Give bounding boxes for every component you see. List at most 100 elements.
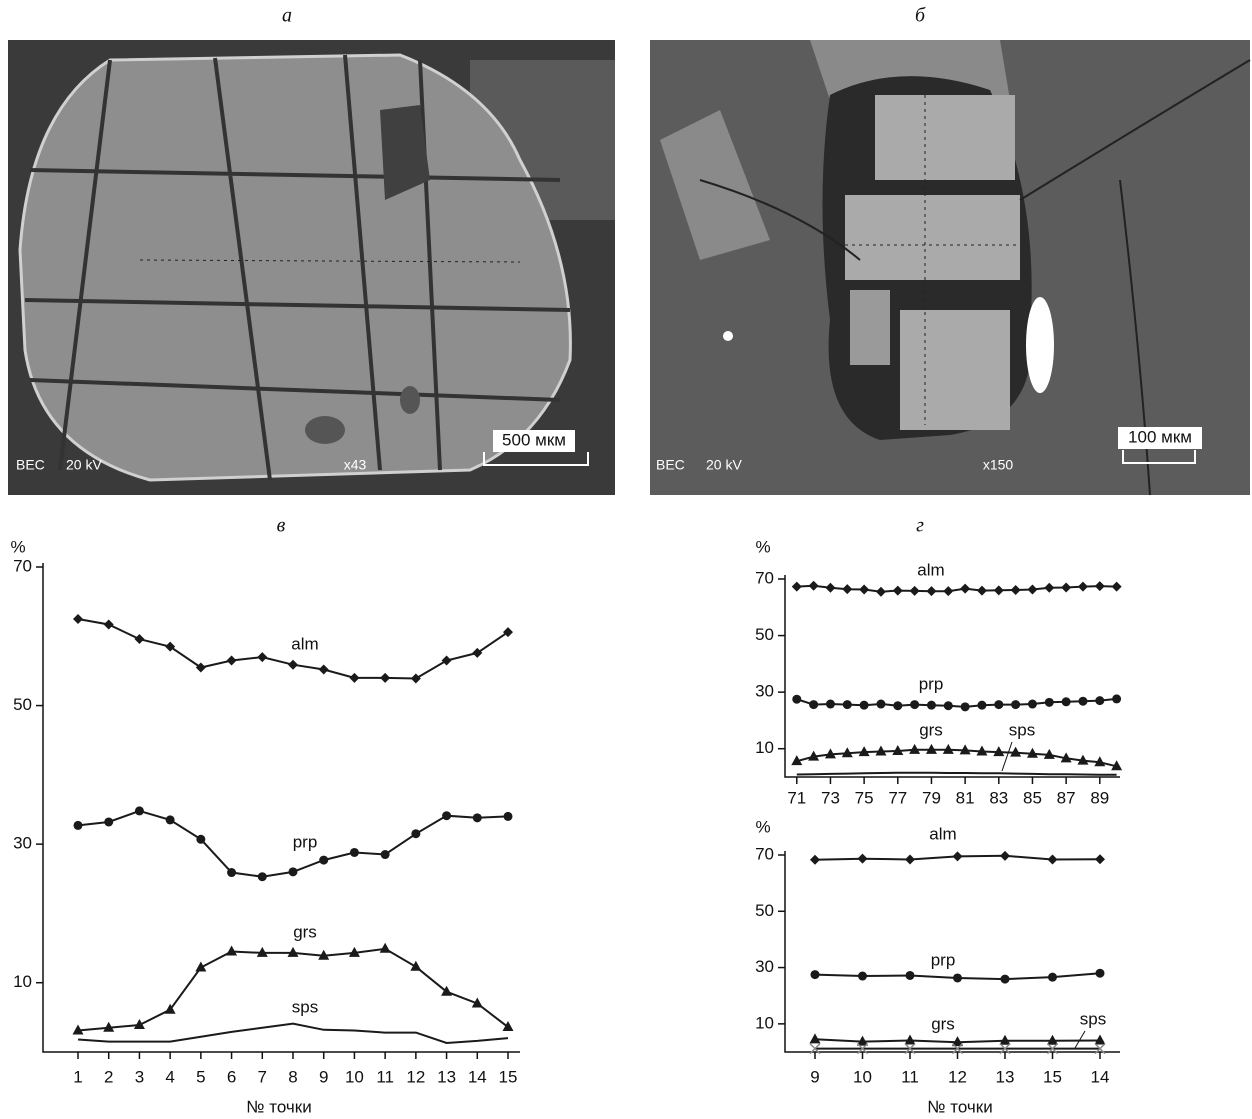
marker <box>1062 697 1071 706</box>
series-label: alm <box>291 634 318 653</box>
y-tick-label: 70 <box>755 568 774 587</box>
marker <box>134 634 144 644</box>
marker <box>381 850 390 859</box>
y-tick-label: 50 <box>755 901 774 920</box>
x-tick-label: 77 <box>888 788 907 807</box>
marker <box>944 701 953 710</box>
x-tick-label: 9 <box>810 1067 819 1086</box>
scale-label: 500 мкм <box>502 430 566 449</box>
x-tick-label: 2 <box>104 1067 113 1086</box>
x-axis-label: № точки <box>246 1097 311 1116</box>
x-tick-label: 81 <box>956 788 975 807</box>
axis-line <box>43 563 520 1052</box>
x-tick-label: 87 <box>1057 788 1076 807</box>
marker <box>258 872 267 881</box>
marker <box>1011 585 1021 595</box>
x-tick-label: 11 <box>901 1067 919 1086</box>
marker <box>906 971 915 980</box>
marker <box>74 821 83 830</box>
marker <box>226 946 237 956</box>
scale-label: 100 мкм <box>1128 427 1192 446</box>
marker <box>1044 583 1054 593</box>
marker <box>961 702 970 711</box>
marker <box>289 867 298 876</box>
y-tick-label: 70 <box>13 556 32 575</box>
x-tick-label: 10 <box>853 1067 872 1086</box>
x-tick-label: 13 <box>996 1067 1015 1086</box>
y-tick-label: 10 <box>755 1013 774 1032</box>
marker <box>411 829 420 838</box>
x-axis-label: № точки <box>927 1097 992 1116</box>
marker <box>166 815 175 824</box>
detector: BEC <box>16 457 45 473</box>
marker <box>504 812 513 821</box>
marker <box>1095 1034 1106 1044</box>
marker <box>380 943 391 953</box>
marker <box>1001 975 1010 984</box>
sem-image: BEC 20 kV x150 100 мкм <box>650 40 1250 495</box>
series-label: sps <box>1009 720 1035 739</box>
marker <box>1096 969 1105 978</box>
marker <box>910 700 919 709</box>
marker <box>1000 851 1010 861</box>
marker <box>442 656 452 666</box>
marker <box>905 855 915 865</box>
x-tick-label: 13 <box>437 1067 456 1086</box>
series-label: alm <box>929 824 956 843</box>
marker <box>792 695 801 704</box>
series-label: grs <box>919 720 943 739</box>
x-tick-label: 73 <box>821 788 840 807</box>
x-tick-label: 12 <box>948 1067 967 1086</box>
marker <box>953 851 963 861</box>
x-tick-label: 15 <box>499 1067 518 1086</box>
marker <box>257 652 267 662</box>
y-tick-label: 70 <box>755 844 774 863</box>
marker <box>411 674 421 684</box>
y-tick-label: 50 <box>755 625 774 644</box>
marker <box>1061 582 1071 592</box>
detector: BEC <box>656 457 685 473</box>
y-tick-label: 30 <box>13 834 32 853</box>
marker <box>826 700 835 709</box>
marker <box>135 806 144 815</box>
marker <box>910 586 920 596</box>
marker <box>905 1034 916 1044</box>
marker <box>811 970 820 979</box>
series-label: sps <box>1080 1009 1106 1028</box>
y-axis-label: % <box>10 537 25 556</box>
marker <box>860 701 869 710</box>
x-tick-label: 75 <box>855 788 874 807</box>
marker <box>809 700 818 709</box>
marker <box>319 665 329 675</box>
marker <box>380 673 390 683</box>
x-tick-label: 12 <box>406 1067 425 1086</box>
marker <box>977 701 986 710</box>
marker <box>994 700 1003 709</box>
marker <box>319 856 328 865</box>
marker <box>943 586 953 596</box>
marker <box>858 972 867 981</box>
x-tick-label: 7 <box>258 1067 267 1086</box>
x-tick-label: 79 <box>922 788 941 807</box>
marker <box>1095 696 1104 705</box>
series-label: prp <box>931 950 956 969</box>
x-tick-label: 14 <box>1091 1067 1110 1086</box>
panel-label: б <box>915 5 926 27</box>
axis-line <box>785 575 1120 777</box>
series-label: grs <box>931 1014 955 1033</box>
marker <box>1078 697 1087 706</box>
x-tick-label: 6 <box>227 1067 236 1086</box>
marker <box>927 701 936 710</box>
series-label: sps <box>292 997 318 1016</box>
panel-label: г <box>916 515 924 537</box>
marker <box>792 582 802 592</box>
x-tick-label: 89 <box>1090 788 1109 807</box>
x-tick-label: 3 <box>135 1067 144 1086</box>
marker <box>503 1021 514 1031</box>
marker <box>810 1033 821 1043</box>
x-tick-label: 83 <box>989 788 1008 807</box>
marker <box>960 584 970 594</box>
y-tick-label: 10 <box>13 972 32 991</box>
series-line <box>78 949 508 1031</box>
marker <box>876 587 886 597</box>
